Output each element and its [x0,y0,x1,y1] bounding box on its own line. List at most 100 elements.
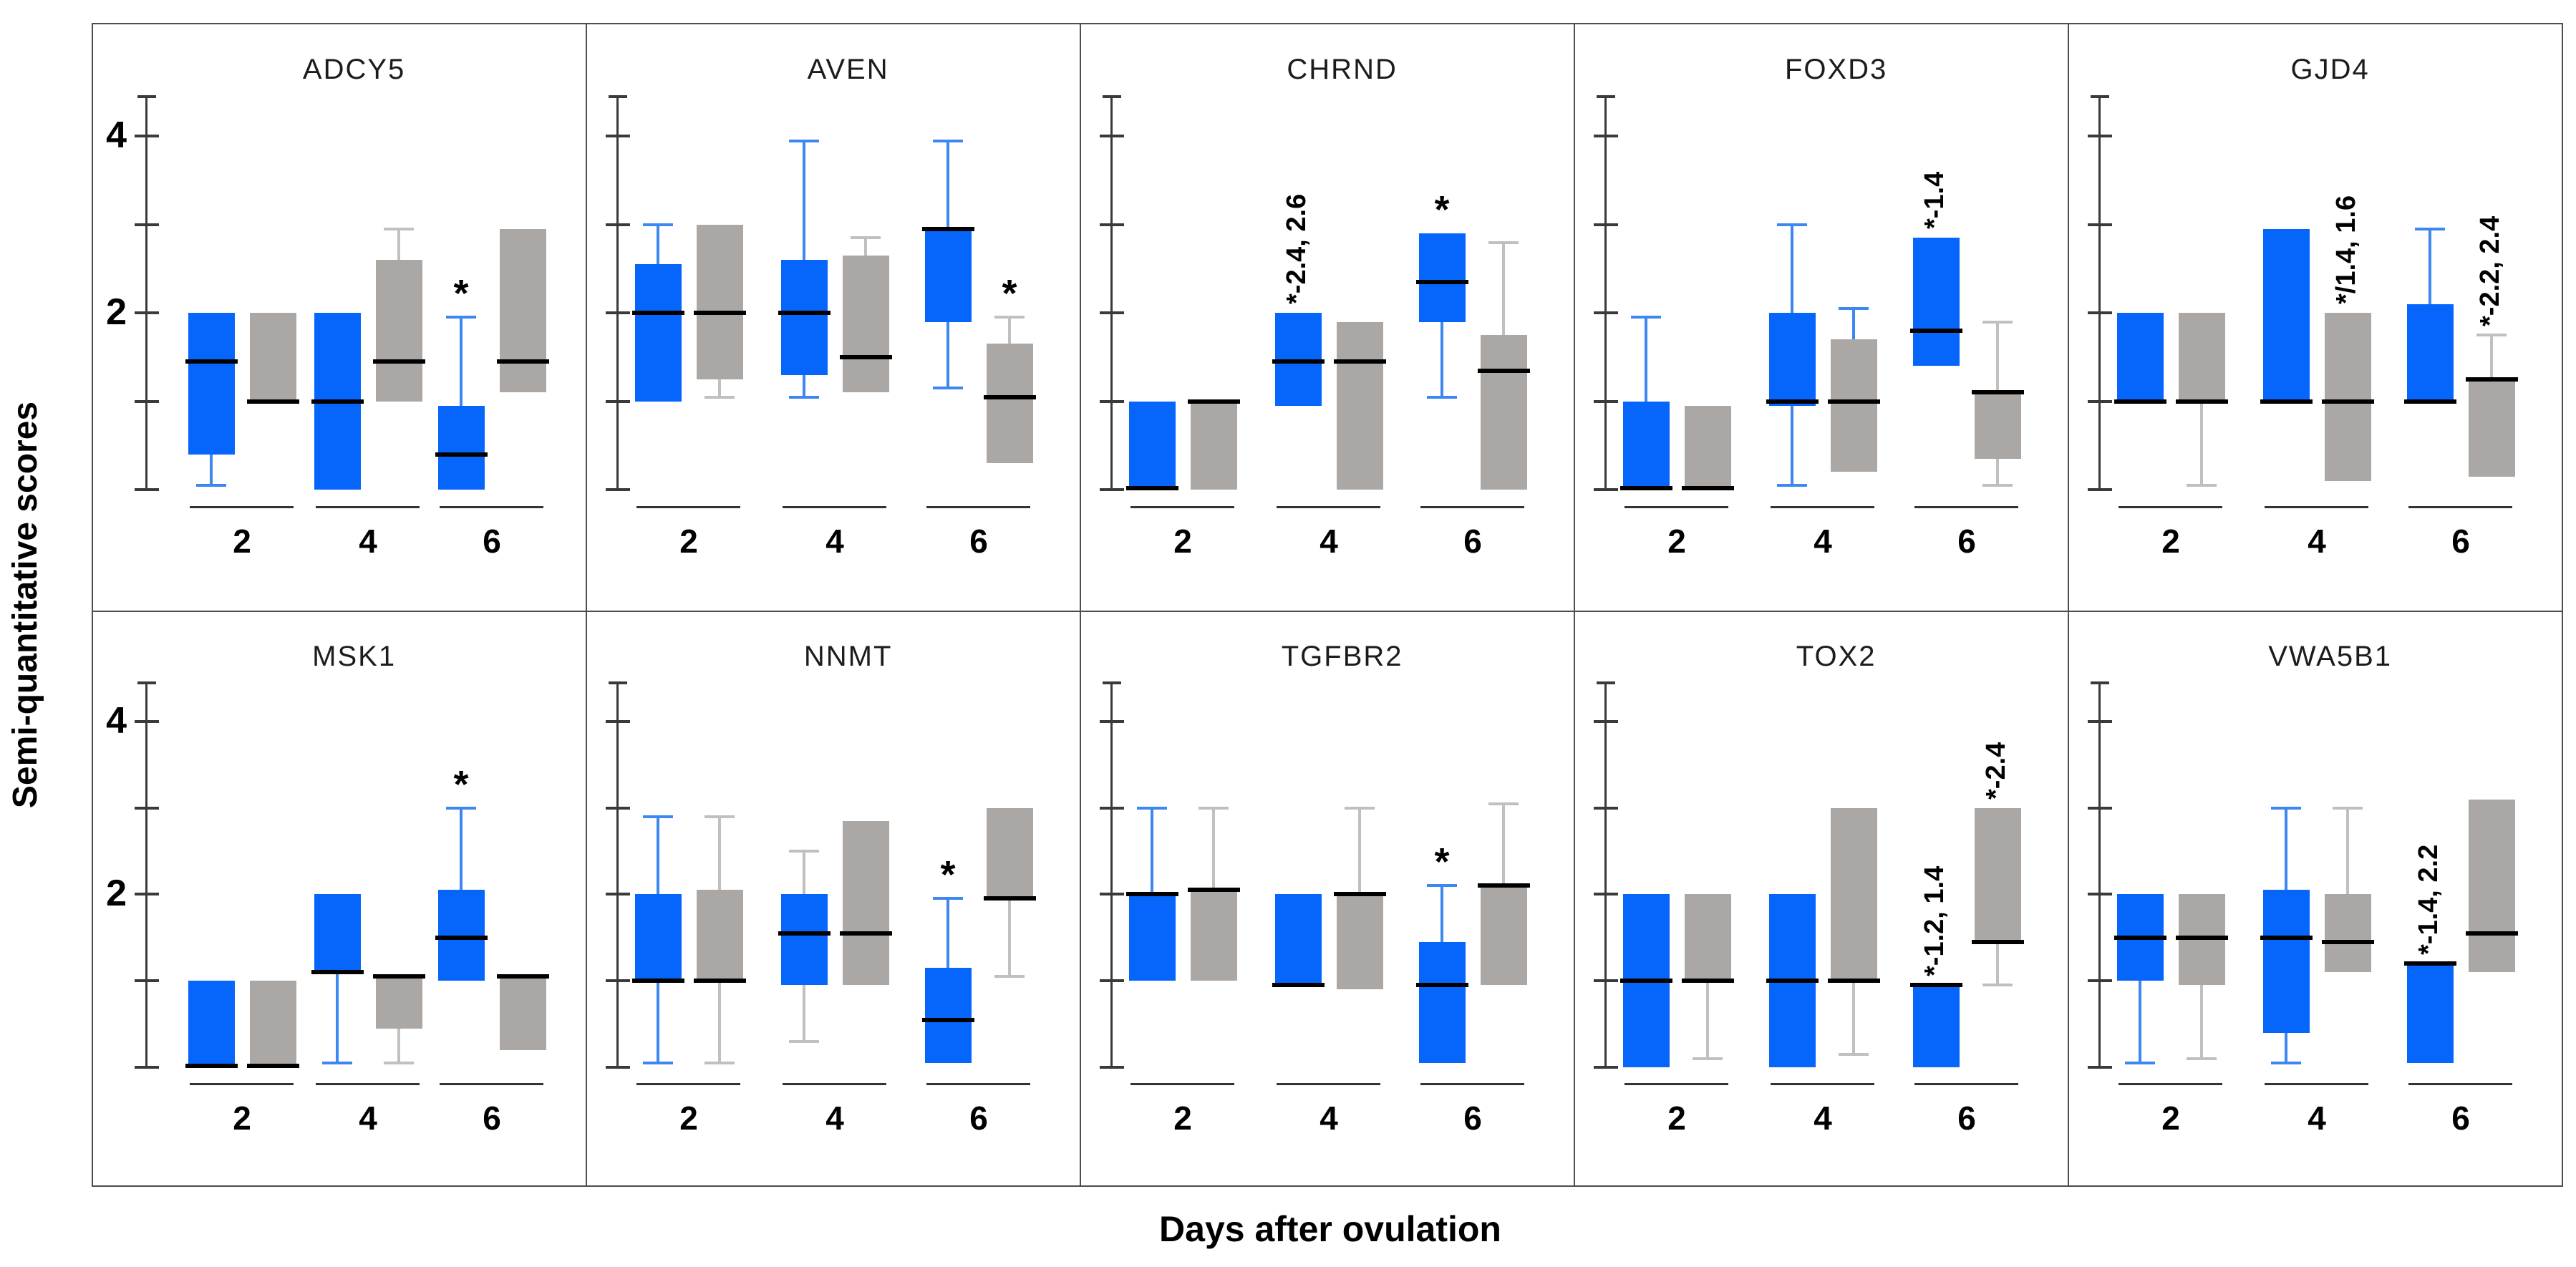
median-line [1125,486,1178,490]
box-blue-day6 [437,406,485,490]
median-line [2321,399,2374,404]
whisker-upper [657,225,659,264]
whisker-upper [1440,885,1443,942]
y-tick-2 [135,311,159,314]
day-label-4: 4 [1814,523,1832,560]
y-axis-title: Semi-quantitative scores [6,401,44,809]
y-tick-2 [135,893,159,895]
whisker-lower [1008,898,1011,976]
median-line [2403,399,2456,404]
whisker-lower [336,972,339,1063]
y-tick-3 [135,223,159,226]
whisker-upper [718,817,721,890]
whisker-lower [1440,322,1443,397]
box-gray-day2 [1684,406,1731,490]
y-axis-top-cap [2091,95,2109,98]
whisker-lower [1852,981,1855,1054]
whisker-lower-cap [2187,484,2217,487]
x-baseline-day4 [783,1083,886,1085]
panel-TGFBR2: TGFBR2 2 4 6 * [1080,611,1575,1187]
y-tick-1 [1100,979,1124,982]
x-baseline-day6 [1420,506,1524,508]
annotation-asterisk: * [453,272,469,315]
box-blue-day4 [2262,229,2310,402]
y-axis-top-cap [609,95,627,98]
day-label-6: 6 [483,1099,501,1137]
box-blue-day6 [2406,963,2454,1063]
y-tick-0 [2088,488,2112,491]
panel-title: VWA5B1 [2268,641,2393,672]
x-baseline-day4 [1771,1083,1874,1085]
median-line [778,931,831,936]
median-line [1766,399,1819,404]
whisker-lower-cap [704,396,735,399]
whisker-upper [1791,225,1793,313]
y-axis-top-cap [137,681,156,684]
y-tick-1 [2088,979,2112,982]
median-line [1827,979,1880,983]
whisker-lower-cap [196,484,226,487]
y-tick-4 [606,720,630,723]
box-gray-day2 [1684,894,1731,981]
median-line [1766,979,1819,983]
median-line [1619,486,1672,490]
y-tick-1 [1100,400,1124,403]
panel-NNMT: NNMT 2 4 6 * [586,611,1081,1187]
whisker-upper-cap [1631,316,1661,319]
box-blue-day4 [1768,313,1816,406]
whisker-lower [803,985,805,1042]
day-label-2: 2 [1667,523,1686,560]
box-gray-day4 [842,821,889,985]
box-blue-day6 [1912,238,1960,366]
median-line [1272,359,1325,364]
median-line [631,979,684,983]
annotation: *-1.4, 2.2 [2413,844,2444,955]
day-label-6: 6 [483,523,501,560]
y-tick-1 [135,400,159,403]
x-baseline-day6 [1420,1083,1524,1085]
box-gray-day6 [499,976,546,1050]
day-label-6: 6 [969,523,988,560]
x-baseline-day4 [783,506,886,508]
box-gray-day6 [986,344,1033,463]
whisker-upper-cap [994,316,1025,319]
median-line [2113,399,2166,404]
day-label-4: 4 [1320,1099,1338,1137]
whisker-lower [718,981,721,1063]
whisker-upper [397,229,400,260]
y-tick-4 [606,135,630,137]
x-baseline-day2 [190,506,294,508]
y-tick-1 [1594,979,1618,982]
y-tick-0 [2088,1066,2112,1069]
day-label-2: 2 [2161,523,2180,560]
day-label-4: 4 [359,1099,377,1137]
panel-title: FOXD3 [1784,54,1888,85]
y-axis-top-cap [1103,681,1121,684]
whisker-lower [1706,981,1709,1059]
y-tick-1 [606,400,630,403]
median-line [1681,486,1734,490]
whisker-lower [2285,1033,2287,1063]
whisker-upper [803,851,805,894]
median-line [372,974,425,979]
whisker-upper [1008,317,1011,344]
median-line [1415,280,1468,284]
y-tick-3 [2088,223,2112,226]
whisker-lower-cap [789,1040,819,1043]
median-line [1909,983,1962,987]
x-baseline-day4 [1771,506,1874,508]
y-tick-3 [1100,807,1124,810]
x-baseline-day6 [440,506,543,508]
median-line [778,311,831,315]
y-tick-0 [1594,488,1618,491]
whisker-lower-cap [994,975,1025,978]
box-gray-day4 [1336,322,1383,490]
whisker-upper [2285,808,2287,890]
y-axis-top-cap [609,681,627,684]
x-baseline-day6 [926,506,1030,508]
x-baseline-day6 [440,1083,543,1085]
x-baseline-day4 [1277,506,1380,508]
whisker-lower-cap [1693,1057,1723,1060]
y-axis-top-cap [1597,95,1615,98]
median-line [1477,883,1530,888]
